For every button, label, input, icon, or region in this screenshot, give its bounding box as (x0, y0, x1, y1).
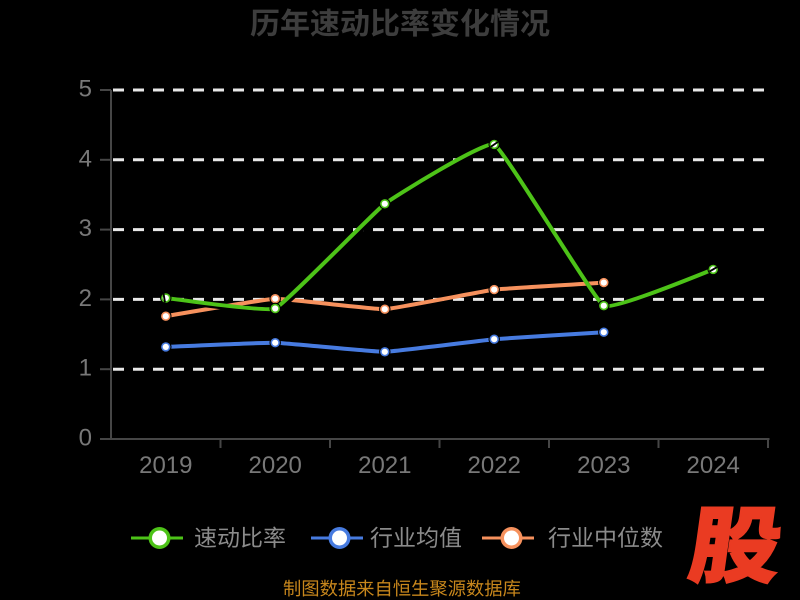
svg-text:2024: 2024 (687, 452, 740, 479)
svg-text:5: 5 (79, 76, 92, 103)
svg-text:2020: 2020 (249, 452, 302, 479)
svg-text:2022: 2022 (468, 452, 521, 479)
svg-text:2021: 2021 (358, 452, 411, 479)
svg-text:4: 4 (79, 145, 92, 172)
svg-text:2023: 2023 (577, 452, 630, 479)
svg-text:3: 3 (79, 215, 92, 242)
svg-text:0: 0 (79, 425, 92, 452)
svg-text:2019: 2019 (139, 452, 192, 479)
svg-text:1: 1 (79, 355, 92, 382)
svg-text:2: 2 (79, 285, 92, 312)
